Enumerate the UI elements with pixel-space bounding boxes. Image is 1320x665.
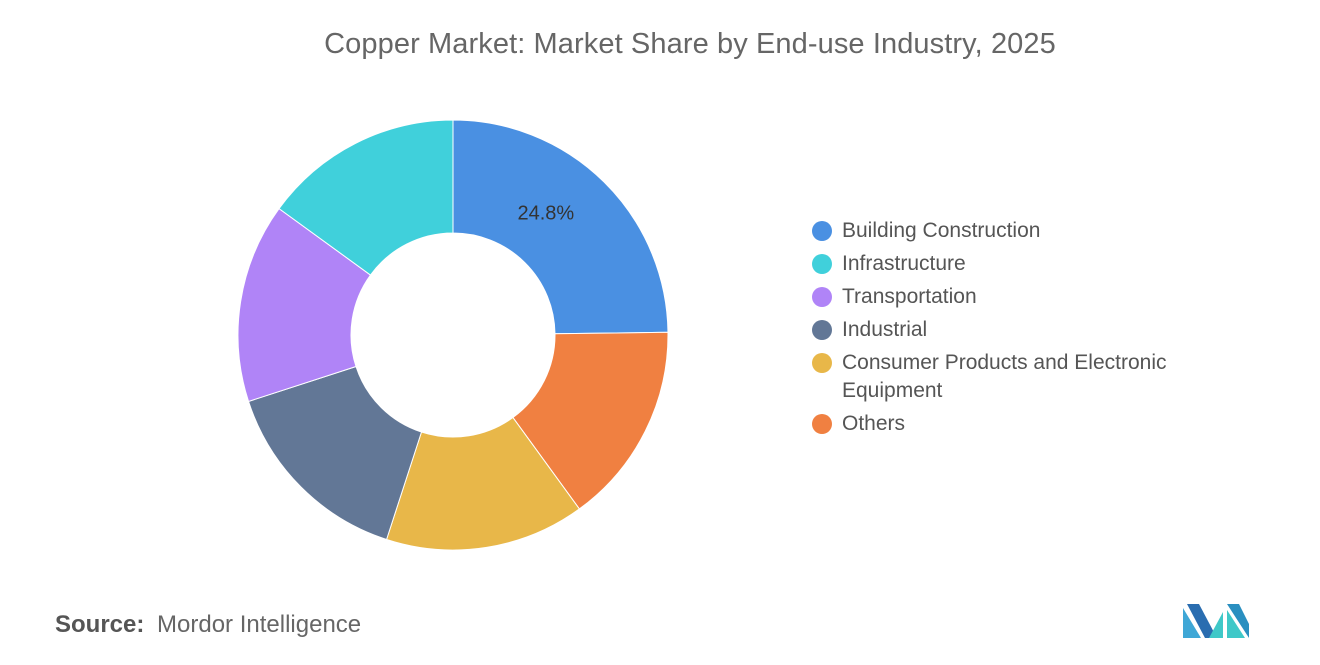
donut-chart: 24.8%: [237, 119, 669, 551]
legend-swatch-building-construction: [812, 221, 832, 241]
legend-swatch-consumer-products: [812, 353, 832, 373]
chart-legend: Building Construction Infrastructure Tra…: [812, 217, 1212, 443]
legend-label: Transportation: [842, 285, 977, 308]
legend-item-infrastructure: Infrastructure: [812, 250, 1212, 278]
legend-label: Infrastructure: [842, 252, 966, 275]
slice-transportation: [237, 207, 372, 403]
chart-title: Copper Market: Market Share by End-use I…: [324, 28, 1056, 60]
legend-label: Industrial: [842, 318, 928, 341]
slice-others: [512, 331, 669, 510]
slice-consumer-products-and-electronic-equipment: [385, 416, 581, 551]
legend-swatch-others: [812, 414, 832, 434]
legend-swatch-industrial: [812, 320, 832, 340]
mordor-intelligence-logo-icon: [1183, 604, 1249, 638]
legend-swatch-infrastructure: [812, 254, 832, 274]
slice-building-construction: [452, 119, 669, 335]
legend-item-industrial: Industrial: [812, 316, 1212, 344]
source-value: Mordor Intelligence: [157, 611, 362, 638]
legend-item-consumer-products: Consumer Products and Electronic Equipme…: [812, 349, 1212, 405]
legend-label: Consumer Products and Electronic Equipme…: [842, 351, 1167, 402]
legend-item-others: Others: [812, 410, 1212, 438]
data-label: 24.8%: [517, 202, 574, 224]
legend-item-building-construction: Building Construction: [812, 217, 1212, 245]
slice-infrastructure: [278, 119, 454, 276]
source-key: Source:: [55, 611, 145, 638]
legend-label: Others: [842, 412, 906, 435]
legend-item-transportation: Transportation: [812, 283, 1212, 311]
legend-swatch-transportation: [812, 287, 832, 307]
slice-industrial: [247, 365, 423, 541]
source-note: Source: Mordor Intelligence: [55, 611, 361, 639]
legend-label: Building Construction: [842, 219, 1041, 242]
